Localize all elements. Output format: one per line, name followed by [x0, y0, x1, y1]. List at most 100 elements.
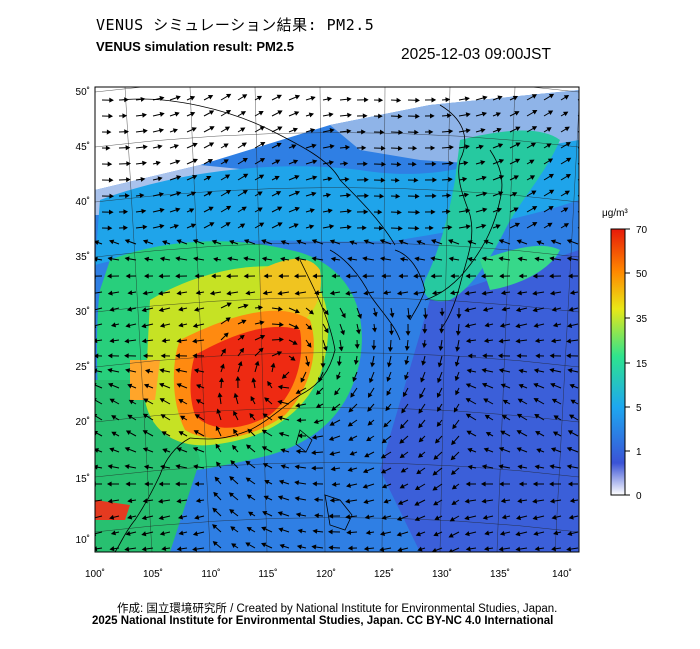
wind-arrowhead: [216, 408, 222, 414]
wind-arrowhead: [515, 142, 521, 147]
wind-arrowhead: [363, 546, 369, 552]
wind-arrowhead: [277, 222, 283, 227]
wind-arrowhead: [215, 425, 221, 432]
wind-arrowhead: [329, 239, 335, 245]
wind-arrowhead: [297, 528, 303, 534]
wind-arrowhead: [175, 273, 180, 279]
wind-arrowhead: [209, 290, 215, 296]
wind-arrowhead: [516, 290, 522, 296]
wind-arrowhead: [212, 507, 218, 513]
wind-arrowhead: [128, 399, 134, 405]
wind-arrowhead: [258, 305, 264, 311]
wind-arrowhead: [311, 465, 316, 471]
wind-arrowhead: [428, 129, 434, 135]
wind-arrowhead: [108, 113, 114, 119]
lat-tick-label: 50˚: [76, 86, 90, 98]
wind-arrowhead: [431, 97, 437, 103]
lon-tick-label: 135˚: [490, 568, 510, 580]
wind-arrowhead: [173, 224, 179, 229]
wind-arrowhead: [420, 377, 425, 383]
wind-arrowhead: [513, 207, 519, 212]
wind-arrowhead: [466, 368, 472, 374]
wind-arrowhead: [439, 311, 445, 317]
wind-arrowhead: [422, 314, 429, 320]
wind-arrowhead: [465, 338, 471, 344]
wind-arrowhead: [512, 192, 518, 197]
wind-arrowhead: [535, 353, 540, 359]
wind-arrowhead: [294, 175, 300, 180]
wind-arrowhead: [195, 498, 201, 504]
wind-arrowhead: [208, 142, 215, 147]
wind-arrowhead: [484, 322, 490, 328]
wind-arrowhead: [482, 95, 488, 101]
wind-arrowhead: [124, 193, 130, 199]
wind-arrow: [95, 415, 103, 421]
wind-arrowhead: [159, 256, 165, 262]
wind-arrow: [95, 531, 103, 535]
wind-arrowhead: [277, 399, 283, 405]
wind-arrowhead: [224, 174, 231, 179]
wind-arrowhead: [364, 452, 370, 458]
lat-tick-label: 20˚: [76, 416, 90, 428]
wind-arrowhead: [211, 273, 216, 279]
wind-arrowhead: [295, 389, 301, 394]
wind-arrowhead: [242, 189, 248, 195]
wind-arrowhead: [516, 515, 521, 521]
wind-arrowhead: [139, 193, 145, 198]
wind-arrowhead: [215, 443, 221, 449]
wind-arrowhead: [323, 328, 329, 334]
wind-arrowhead: [464, 531, 470, 537]
wind-arrowhead: [467, 256, 473, 262]
wind-arrowhead: [498, 159, 505, 164]
wind-arrowhead: [213, 491, 219, 497]
wind-arrowhead: [354, 344, 360, 349]
wind-arrowhead: [380, 177, 386, 183]
wind-arrowhead: [396, 516, 402, 521]
wind-arrowhead: [140, 176, 146, 182]
wind-arrowhead: [448, 548, 453, 552]
wind-arrowhead: [584, 223, 588, 226]
wind-arrowhead: [563, 111, 569, 117]
wind-arrowhead: [465, 273, 471, 279]
wind-arrowhead: [248, 511, 254, 517]
wind-arrowhead: [529, 175, 536, 180]
wind-arrowhead: [550, 239, 556, 245]
wind-arrowhead: [142, 413, 149, 419]
wind-arrowhead: [549, 464, 555, 470]
wind-arrowhead: [362, 273, 367, 279]
wind-arrowhead: [141, 307, 147, 313]
wind-arrowhead: [194, 514, 200, 520]
wind-arrowhead: [124, 546, 130, 552]
wind-arrowhead: [159, 207, 165, 213]
wind-arrowhead: [192, 158, 198, 164]
wind-arrowhead: [194, 481, 199, 487]
wind-arrowhead: [95, 518, 96, 521]
wind-arrowhead: [482, 353, 487, 359]
wind-arrowhead: [314, 513, 319, 519]
wind-arrowhead: [582, 176, 586, 179]
wind-arrowhead: [110, 530, 116, 536]
wind-arrowhead: [395, 193, 401, 199]
wind-arrowhead: [533, 368, 539, 374]
wind-arrowhead: [327, 208, 333, 214]
wind-arrowhead: [192, 531, 198, 537]
wind-arrowhead: [229, 476, 235, 481]
wind-arrowhead: [262, 463, 269, 468]
wind-arrowhead: [341, 312, 346, 319]
wind-arrowhead: [480, 160, 486, 166]
wind-arrowhead: [308, 112, 315, 118]
wind-arrowhead: [245, 460, 251, 466]
wind-arrowhead: [439, 328, 445, 334]
wind-arrowhead: [216, 461, 221, 467]
wind-arrowhead: [157, 176, 163, 182]
lon-tick-label: 100˚: [85, 568, 105, 580]
wind-arrowhead: [415, 209, 421, 215]
wind-arrowhead: [158, 498, 164, 504]
wind-arrowhead: [379, 531, 386, 537]
wind-arrowhead: [582, 96, 586, 99]
wind-arrowhead: [124, 97, 129, 103]
wind-arrowhead: [311, 256, 317, 262]
wind-arrowhead: [534, 464, 540, 470]
wind-arrowhead: [551, 398, 558, 404]
wind-arrowhead: [313, 497, 319, 503]
